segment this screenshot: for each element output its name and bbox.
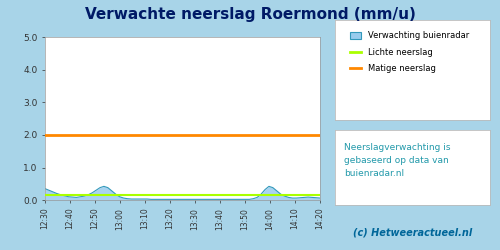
Legend: Verwachting buienradar, Lichte neerslag, Matige neerslag: Verwachting buienradar, Lichte neerslag,… — [346, 27, 474, 78]
Text: (c) Hetweeractueel.nl: (c) Hetweeractueel.nl — [353, 228, 472, 237]
Text: Verwachte neerslag Roermond (mm/u): Verwachte neerslag Roermond (mm/u) — [84, 8, 415, 22]
Text: Neerslagverwachting is
gebaseerd op data van
buienradar.nl: Neerslagverwachting is gebaseerd op data… — [344, 144, 451, 178]
